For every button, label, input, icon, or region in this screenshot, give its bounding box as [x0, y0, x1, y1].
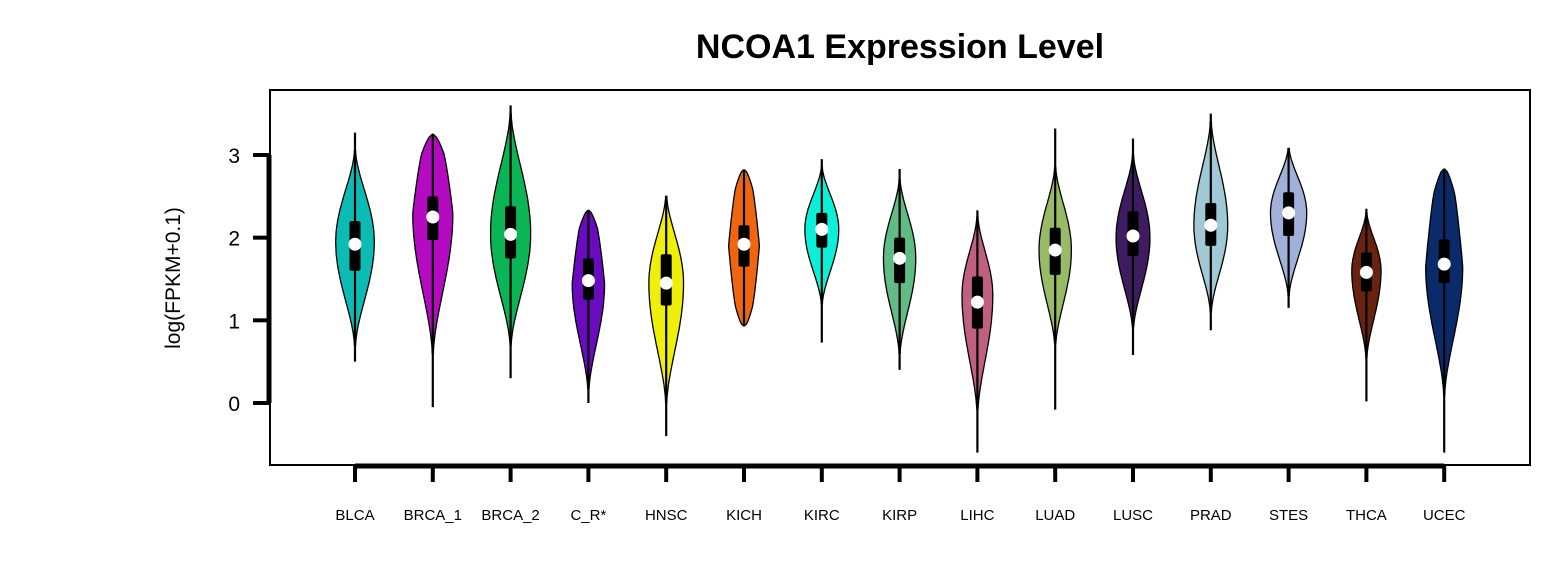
violin-lusc: [1115, 138, 1151, 356]
median-point: [1282, 206, 1296, 220]
median-point: [659, 276, 673, 290]
x-tick-label: THCA: [1346, 507, 1387, 524]
y-tick-label: 2: [228, 228, 240, 251]
median-point: [1126, 229, 1140, 243]
violin-lihc: [961, 210, 994, 453]
median-point: [581, 274, 595, 288]
violin-kirc: [804, 159, 840, 343]
y-axis-label: log(FPKM+0.1): [162, 207, 185, 349]
x-tick-label: LIHC: [960, 507, 994, 524]
violin-ucec: [1425, 168, 1464, 453]
median-point: [970, 295, 984, 309]
violin-stes: [1269, 147, 1308, 308]
median-point: [1204, 218, 1218, 232]
median-point: [1437, 257, 1451, 271]
violin-kich: [727, 169, 761, 327]
x-tick-label: STES: [1269, 507, 1308, 524]
median-point: [504, 227, 518, 241]
chart-title: NCOA1 Expression Level: [696, 28, 1104, 66]
x-tick-label: PRAD: [1190, 507, 1232, 524]
x-tick-label: C_R*: [570, 507, 606, 524]
x-tick-label: BRCA_1: [404, 507, 462, 524]
median-point: [815, 222, 829, 236]
y-axis: 0 1 2 3: [228, 145, 272, 416]
median-point: [1359, 265, 1373, 279]
y-tick-label: 3: [228, 145, 240, 168]
x-tick-label: LUSC: [1113, 507, 1153, 524]
x-tick-label: KICH: [726, 507, 762, 524]
median-point: [1048, 243, 1062, 257]
median-point: [893, 251, 907, 265]
violin-blca: [335, 132, 375, 362]
violin-luad: [1038, 128, 1073, 410]
median-point: [426, 210, 440, 224]
median-point: [348, 237, 362, 251]
violin-c_r*: [571, 209, 606, 403]
violin-hnsc: [648, 195, 685, 437]
x-tick-label: KIRP: [882, 507, 917, 524]
x-tick-label: KIRC: [804, 507, 840, 524]
y-tick-label: 1: [228, 310, 240, 333]
violin-brca_2: [489, 105, 532, 379]
violin-kirp: [882, 169, 917, 370]
x-tick-label: LUAD: [1035, 507, 1075, 524]
violin-prad: [1193, 113, 1229, 331]
x-tick-label: BLCA: [335, 507, 374, 524]
violins: [335, 105, 1464, 453]
violin-thca: [1351, 208, 1382, 402]
y-tick-label: 0: [228, 393, 240, 416]
median-point: [737, 237, 751, 251]
violin-brca_1: [412, 133, 454, 408]
x-tick-label: HNSC: [645, 507, 688, 524]
x-tick-label: UCEC: [1423, 507, 1466, 524]
x-tick-label: BRCA_2: [481, 507, 539, 524]
x-axis: BLCA BRCA_1 BRCA_2 C_R* HNSC KICH KIRC KIRP LIHC…: [335, 463, 1466, 524]
